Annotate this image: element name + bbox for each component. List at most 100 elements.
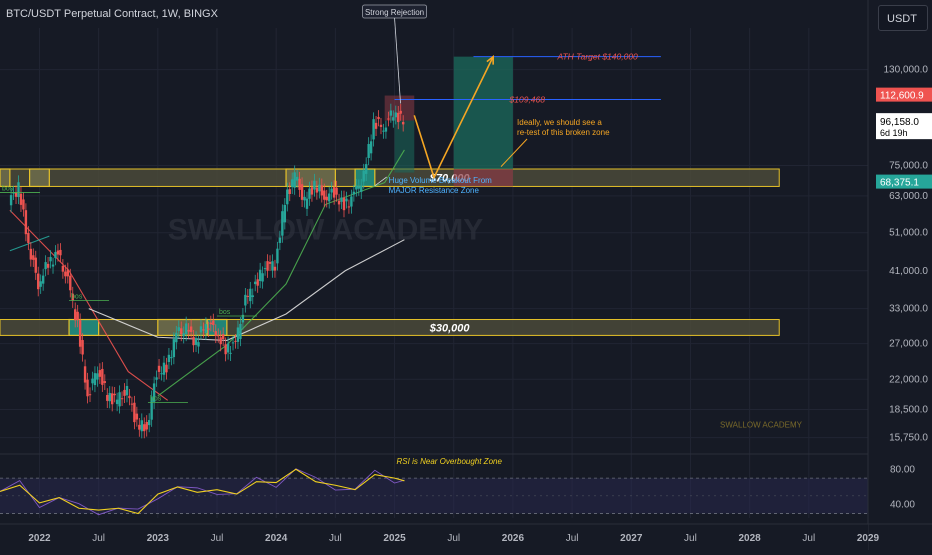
candle-body xyxy=(364,164,368,174)
candle-body xyxy=(298,178,301,190)
bos-label: bos xyxy=(2,185,14,192)
y-tick-label: 22,000.0 xyxy=(889,374,928,385)
target-level-label: $109,468 xyxy=(509,95,546,105)
candle-body xyxy=(258,269,262,281)
candle-body xyxy=(313,180,316,190)
candle-body xyxy=(266,261,269,271)
currency-button[interactable]: USDT xyxy=(878,5,928,31)
x-tick-label: 2022 xyxy=(28,533,51,544)
candle-body xyxy=(224,344,227,355)
y-tick-label: 63,000.0 xyxy=(889,191,928,202)
candle-body xyxy=(355,185,358,190)
bos-label: bos xyxy=(219,309,231,316)
candle-body xyxy=(204,324,208,334)
candle-body xyxy=(9,195,13,206)
rsi-line xyxy=(0,468,405,515)
chart-title: BTC/USDT Perpetual Contract, 1W, BINGX xyxy=(6,8,218,20)
annotation-retest-pointer xyxy=(500,138,528,167)
candle-body xyxy=(310,187,314,195)
candle-body xyxy=(125,385,129,396)
candle-body xyxy=(61,265,65,272)
candle-body xyxy=(209,322,213,325)
candle-body xyxy=(54,251,57,259)
candle-body xyxy=(177,327,180,331)
candle-body xyxy=(103,381,107,383)
candle-body xyxy=(22,199,25,210)
price-label-bg xyxy=(876,174,932,189)
candle-body xyxy=(78,320,82,347)
candle-body xyxy=(226,343,230,353)
candle-body xyxy=(387,118,390,120)
candle-body xyxy=(251,295,254,298)
candle-body xyxy=(281,211,284,236)
candle-body xyxy=(160,373,163,375)
candle-body xyxy=(239,323,242,339)
candle-body xyxy=(293,172,296,188)
candle-body xyxy=(39,281,42,287)
x-tick-label: Jul xyxy=(566,533,579,544)
candle-body xyxy=(19,193,23,205)
bos-label: bos xyxy=(150,395,162,402)
candle-body xyxy=(397,112,400,123)
zone-touch-highlight xyxy=(285,168,336,188)
candle-body xyxy=(184,323,188,335)
candle-body xyxy=(384,127,388,132)
candle-body xyxy=(27,232,30,243)
candle-body xyxy=(207,328,210,330)
support-zone xyxy=(0,168,780,187)
x-tick-label: Jul xyxy=(329,533,342,544)
candle-body xyxy=(64,271,67,277)
candle-body xyxy=(123,389,126,396)
candle-body xyxy=(194,338,198,345)
candle-body xyxy=(217,335,220,337)
candle-body xyxy=(323,190,326,200)
candle-body xyxy=(399,110,402,114)
candle-body xyxy=(110,393,114,405)
candle-body xyxy=(29,248,33,260)
candle-body xyxy=(83,366,87,383)
candle-body xyxy=(362,170,365,182)
x-tick-label: 2028 xyxy=(739,533,762,544)
candle-body xyxy=(165,364,168,373)
x-tick-label: Jul xyxy=(92,533,105,544)
candle-body xyxy=(374,122,378,129)
candle-body xyxy=(155,377,158,380)
zone-touch-highlight xyxy=(68,318,100,337)
candle-body xyxy=(138,424,141,430)
candle-body xyxy=(231,342,235,344)
candle-body xyxy=(278,237,282,243)
candle-body xyxy=(69,275,72,291)
y-tick-label: 15,750.0 xyxy=(889,433,928,444)
candle-body xyxy=(49,256,52,262)
candle-body xyxy=(330,188,333,193)
candle-body xyxy=(130,403,134,405)
candle-body xyxy=(162,362,166,375)
annotation-breakout-line1: Huge Volume Breakout From xyxy=(389,176,492,185)
candle-body xyxy=(135,413,139,420)
candle-body xyxy=(263,268,267,270)
candle-body xyxy=(340,197,343,202)
candle-body xyxy=(108,392,111,402)
time-axis-panel xyxy=(0,524,868,550)
projection-arrowhead xyxy=(486,54,494,65)
candle-body xyxy=(229,352,232,354)
candle-body xyxy=(12,192,15,194)
zone-touch-highlight xyxy=(0,168,11,188)
candle-body xyxy=(143,424,146,432)
candle-body xyxy=(17,182,20,198)
moving-average-line xyxy=(157,149,405,397)
candle-body xyxy=(249,288,252,302)
candle-body xyxy=(152,383,156,402)
candle-body xyxy=(187,329,190,332)
current-price-label-bg xyxy=(876,113,932,140)
y-tick-label: 18,500.0 xyxy=(889,405,928,416)
x-tick-label: Jul xyxy=(684,533,697,544)
candle-body xyxy=(291,179,294,187)
candle-body xyxy=(34,257,37,273)
annotation-strong-rejection: Strong Rejection xyxy=(365,8,424,17)
candle-body xyxy=(145,421,148,430)
x-tick-label: Jul xyxy=(447,533,460,544)
candle-body xyxy=(382,130,385,132)
